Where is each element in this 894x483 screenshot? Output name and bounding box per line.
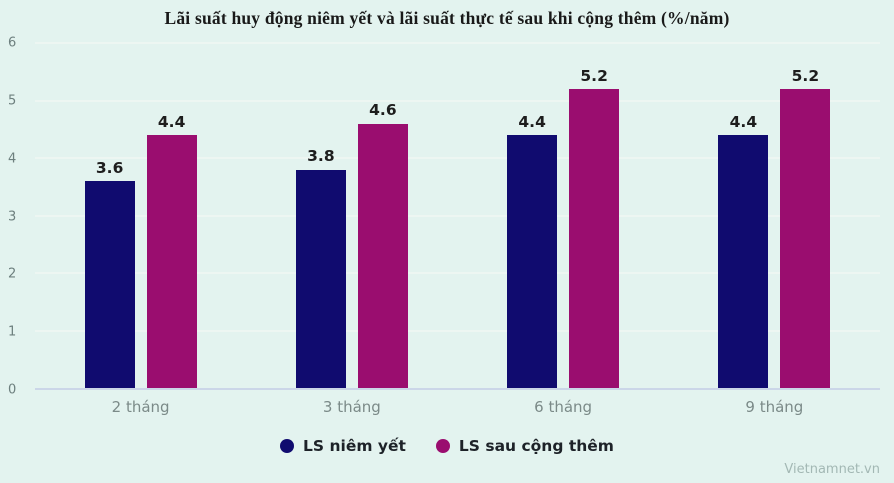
bar-ls-sau-cong-them: [357, 123, 408, 388]
bar-column: 4.4: [507, 43, 558, 388]
y-axis-tick: 3: [8, 209, 17, 224]
bar-value-label: 5.2: [580, 66, 608, 85]
bar-value-label: 4.4: [157, 112, 186, 131]
y-axis-tick: 2: [8, 266, 17, 282]
y-axis-tick: 5: [8, 93, 17, 109]
legend-item-ls-sau-cong-them: LS sau cộng thêm: [435, 437, 614, 455]
bar-value-label: 4.4: [518, 112, 546, 131]
gridline: [35, 329, 880, 332]
bar-ls-niem-yet: [84, 181, 135, 388]
category-label: 2 tháng: [111, 398, 170, 416]
bar-ls-niem-yet: [718, 135, 769, 388]
legend-dot-icon: [435, 439, 450, 453]
legend-item-ls-niem-yet: LS niêm yết: [280, 437, 406, 455]
bar-group: 4.4 5.2: [507, 43, 620, 388]
legend-label: LS sau cộng thêm: [458, 437, 614, 455]
category-label: 9 tháng: [745, 398, 804, 416]
gridline: [35, 157, 880, 159]
bar-value-label: 3.8: [307, 147, 335, 165]
watermark: Vietnamnet.vn: [784, 462, 880, 477]
bar-value-label: 3.6: [95, 158, 124, 177]
bar-value-label: 5.2: [791, 66, 820, 85]
y-axis-tick: 1: [8, 324, 17, 340]
bar-group: 3.8 4.6: [295, 43, 408, 388]
y-axis-tick: 0: [8, 382, 17, 398]
bar-groups: 3.6 4.4 3.8 4.6 4.4 5.2 4.4 5.2: [35, 43, 880, 388]
bar-column: 5.2: [569, 43, 620, 388]
bar-value-label: 4.4: [729, 112, 758, 131]
legend: LS niêm yết LS sau cộng thêm: [0, 437, 894, 455]
category-label: 3 tháng: [322, 398, 381, 416]
gridline: [35, 214, 880, 217]
bar-column: 4.6: [357, 43, 408, 388]
y-axis: 0 1 2 3 4 5 6: [0, 37, 26, 397]
x-axis-labels: 2 tháng 3 tháng 6 tháng 9 tháng: [35, 398, 880, 416]
bar-ls-sau-cong-them: [569, 89, 620, 388]
bar-ls-sau-cong-them: [780, 89, 831, 388]
legend-dot-icon: [280, 439, 295, 453]
bar-column: 3.6: [84, 43, 135, 388]
legend-label: LS niêm yết: [303, 437, 406, 455]
gridline: [35, 272, 880, 274]
gridline: [35, 99, 880, 102]
bar-column: 4.4: [718, 43, 769, 388]
bar-value-label: 4.6: [369, 101, 397, 119]
plot-area: 3.6 4.4 3.8 4.6 4.4 5.2 4.4 5.2: [35, 42, 880, 390]
gridline: [35, 42, 880, 44]
y-axis-tick: 6: [8, 35, 17, 51]
y-axis-tick: 4: [8, 151, 17, 167]
bar-column: 3.8: [295, 43, 346, 388]
category-label: 6 tháng: [534, 398, 593, 416]
chart-title: Lãi suất huy động niêm yết và lãi suất t…: [164, 8, 730, 28]
bar-ls-niem-yet: [507, 135, 558, 388]
bar-ls-niem-yet: [295, 169, 346, 388]
bar-column: 4.4: [146, 43, 197, 388]
bar-ls-sau-cong-them: [146, 135, 197, 388]
bar-column: 5.2: [780, 43, 831, 388]
bar-group: 3.6 4.4: [84, 43, 197, 388]
bar-group: 4.4 5.2: [718, 43, 831, 388]
